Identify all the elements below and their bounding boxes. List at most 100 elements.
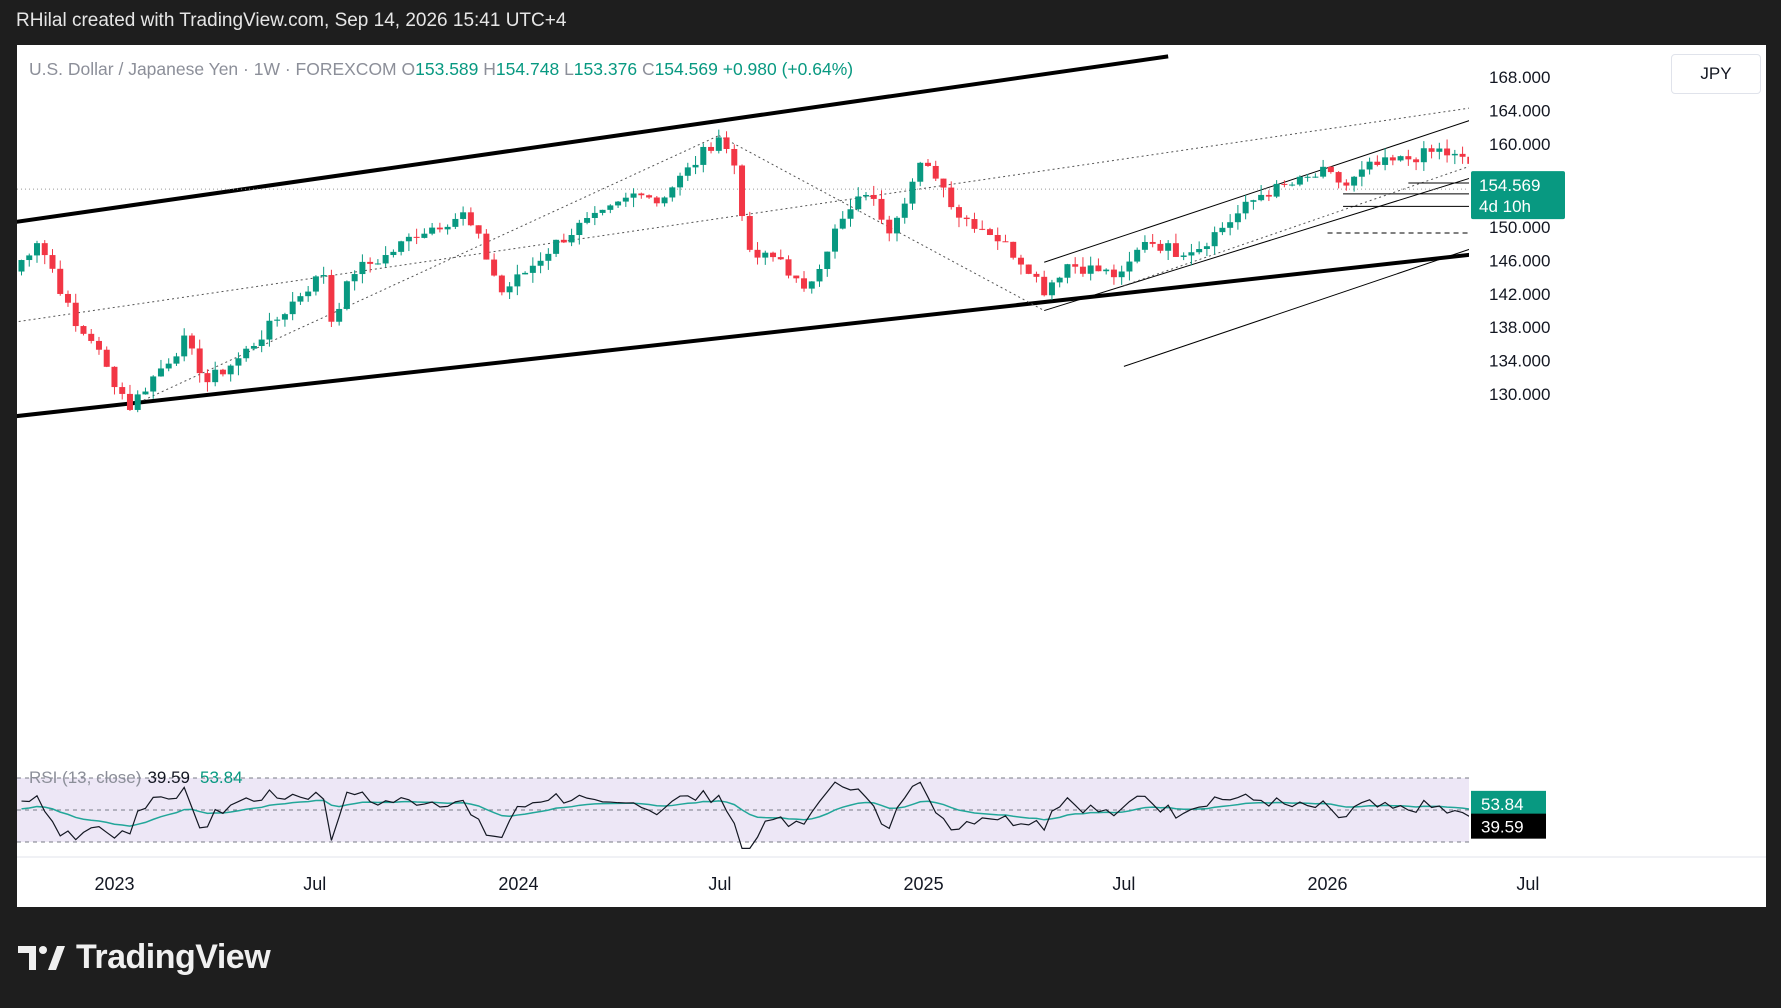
candle-body	[250, 345, 257, 349]
candle-body	[367, 261, 374, 264]
candle-body	[88, 333, 95, 341]
candle-body	[196, 348, 203, 374]
candle-body	[374, 263, 381, 265]
candle-body	[669, 187, 676, 198]
candle-body	[1211, 232, 1218, 247]
candle-body	[126, 393, 133, 410]
candle-body	[1560, 158, 1566, 159]
candle-body	[948, 187, 955, 208]
candle-body	[684, 167, 691, 176]
candle-body	[1366, 161, 1373, 170]
candle-body	[1289, 184, 1296, 186]
candle-body	[41, 243, 48, 256]
candle-body	[878, 198, 885, 220]
candle-body	[1095, 265, 1102, 272]
rsi-series	[21, 781, 1469, 850]
candle-body	[708, 146, 715, 151]
high-label: H	[483, 59, 496, 79]
candle-body	[1087, 265, 1094, 274]
candle-body	[801, 278, 808, 289]
candle-body	[1351, 176, 1358, 186]
candle-body	[49, 255, 56, 269]
candle-body	[320, 275, 327, 277]
candle-body	[359, 261, 366, 275]
candle-body	[932, 165, 939, 179]
fib-leg-down-line	[718, 135, 1045, 312]
x-tick-label: Jul	[303, 874, 326, 894]
candle-body	[266, 320, 273, 340]
y-tick-label: 146.000	[1489, 252, 1550, 271]
candle-body	[444, 226, 451, 230]
candle-body	[157, 368, 164, 377]
candle-body	[1444, 148, 1451, 156]
candle-body	[1033, 273, 1040, 277]
rsi-ma-tag-value: 53.84	[1481, 795, 1524, 814]
candle-body	[1234, 213, 1241, 223]
y-tick-label: 134.000	[1489, 352, 1550, 371]
resistance-zone	[1562, 154, 1679, 162]
candle-body	[560, 239, 567, 243]
symbol-legend[interactable]: U.S. Dollar / Japanese Yen · 1W · FOREXC…	[29, 59, 853, 80]
candle-body	[1056, 277, 1063, 283]
candle-body	[103, 349, 110, 367]
symbol-title[interactable]: U.S. Dollar / Japanese Yen · 1W · FOREXC…	[29, 59, 397, 79]
y-tick-label: 138.000	[1489, 318, 1550, 337]
candle-body	[1405, 156, 1412, 160]
candle-body	[165, 363, 172, 369]
candle-body	[1017, 257, 1024, 265]
close-label: C	[641, 59, 655, 79]
channel-upper-line	[17, 54, 1169, 224]
candle-body	[591, 212, 598, 219]
candle-body	[514, 274, 521, 287]
candle-body	[630, 193, 637, 198]
candle-body	[545, 253, 552, 261]
low-value: 153.376	[573, 59, 638, 79]
candle-body	[1165, 243, 1172, 251]
chart-frame[interactable]: 168.000 164.000 160.000 150.000 146.000 142.0…	[17, 45, 1766, 907]
median-dotted-line	[17, 107, 1469, 323]
candle-body	[1126, 261, 1133, 272]
candle-body	[1576, 156, 1582, 173]
candle-body	[1273, 183, 1280, 197]
candle-body	[537, 260, 544, 266]
rsi-legend[interactable]: RSI (13, close) 39.59 53.84	[29, 768, 243, 788]
candle-body	[924, 162, 931, 166]
axis-price-tags: 154.569 4d 10h 53.84 39.59	[1471, 171, 1565, 839]
candle-body	[460, 212, 467, 219]
candle-body	[1335, 172, 1342, 183]
price-chart[interactable]: 168.000 164.000 160.000 150.000 146.000 142.0…	[17, 45, 1766, 907]
candle-body	[1358, 169, 1365, 177]
candle-body	[1389, 157, 1396, 161]
candle-body	[1118, 271, 1125, 278]
channel-lower-line	[17, 252, 1469, 419]
candle-body	[816, 268, 823, 282]
candle-body	[1172, 243, 1179, 257]
candle-body	[1219, 227, 1226, 233]
candle-body	[770, 252, 777, 258]
candle-body	[863, 194, 869, 197]
candle-body	[1048, 282, 1055, 296]
candle-body	[1428, 148, 1435, 152]
rsi-value-tag-value: 39.59	[1481, 818, 1524, 837]
candle-body	[971, 219, 978, 229]
candle-body	[1343, 182, 1350, 186]
candle-body	[955, 207, 962, 218]
candle-body	[1072, 264, 1079, 267]
candle-body	[677, 175, 684, 188]
currency-badge[interactable]: JPY	[1671, 54, 1761, 94]
candle-body	[80, 326, 87, 334]
candle-body	[142, 391, 149, 395]
candle-body	[1227, 222, 1234, 228]
candle-body	[134, 394, 141, 410]
candle-body	[1451, 153, 1458, 156]
candle-body	[653, 197, 660, 204]
candle-body	[824, 251, 831, 269]
candle-body	[762, 252, 769, 258]
y-tick-label: 150.000	[1489, 218, 1550, 237]
candle-body	[336, 308, 343, 322]
candle-body	[584, 218, 591, 223]
time-axis: 2023 Jul 2024 Jul 2025 Jul 2026 Jul	[94, 874, 1539, 894]
candle-body	[522, 272, 529, 275]
brand-name: TradingView	[76, 938, 271, 976]
candle-body	[1258, 194, 1265, 201]
